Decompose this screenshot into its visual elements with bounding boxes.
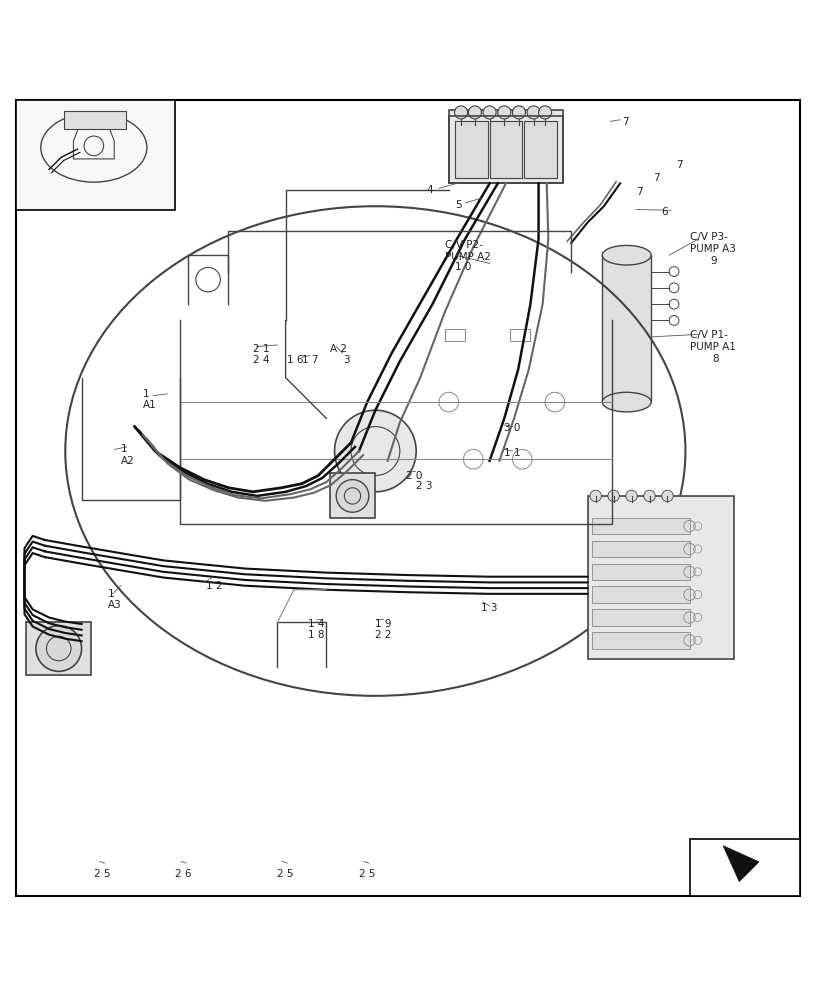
Text: 3 0: 3 0 (504, 423, 521, 433)
Text: 2 5: 2 5 (359, 869, 375, 879)
Bar (16, 100, 175, 210)
Circle shape (36, 626, 82, 671)
Circle shape (483, 106, 496, 119)
Text: 1 7: 1 7 (302, 355, 318, 365)
Bar (592, 632, 690, 649)
Bar (592, 564, 690, 580)
Text: 1 6: 1 6 (287, 355, 304, 365)
Circle shape (512, 106, 526, 119)
Circle shape (498, 106, 511, 119)
Circle shape (539, 106, 552, 119)
Text: 1 8: 1 8 (308, 630, 325, 640)
Text: 2 4: 2 4 (253, 355, 269, 365)
Bar (588, 496, 734, 659)
Bar (330, 473, 375, 518)
Text: C/V P3-
PUMP A3: C/V P3- PUMP A3 (690, 232, 735, 254)
Text: 1 3: 1 3 (481, 603, 498, 613)
Text: 1
A2: 1 A2 (121, 444, 135, 466)
Bar (592, 541, 690, 557)
Text: 8: 8 (712, 354, 719, 364)
Circle shape (662, 490, 673, 502)
Text: 1 2: 1 2 (206, 581, 222, 591)
Ellipse shape (602, 245, 651, 265)
Text: 6: 6 (661, 207, 667, 217)
Text: 2 6: 2 6 (175, 869, 192, 879)
Text: 1 0: 1 0 (455, 262, 472, 272)
Bar (449, 110, 563, 183)
Text: 1 9: 1 9 (375, 619, 392, 629)
Text: 7: 7 (676, 160, 682, 170)
Text: A 2: A 2 (330, 344, 348, 354)
Bar (592, 609, 690, 626)
Text: C/V P1-
PUMP A1: C/V P1- PUMP A1 (690, 330, 735, 352)
Circle shape (468, 106, 481, 119)
Text: C/V P2-
PUMP A2: C/V P2- PUMP A2 (445, 240, 490, 262)
Bar (455, 121, 488, 178)
Text: 3: 3 (343, 355, 349, 365)
Bar (592, 518, 690, 534)
Text: 7: 7 (653, 173, 659, 183)
Ellipse shape (602, 392, 651, 412)
Circle shape (527, 106, 540, 119)
Bar (592, 586, 690, 603)
Text: 2 1: 2 1 (253, 344, 269, 354)
Text: 5: 5 (455, 200, 462, 210)
Bar (490, 121, 522, 178)
Text: 7: 7 (636, 187, 643, 197)
Text: 1
A3: 1 A3 (108, 589, 122, 610)
Text: 2 3: 2 3 (416, 481, 432, 491)
Text: 4: 4 (427, 185, 433, 195)
Bar (445, 329, 465, 341)
Circle shape (336, 480, 369, 512)
Bar (26, 622, 91, 675)
Circle shape (626, 490, 637, 502)
Bar (64, 111, 126, 129)
Text: 2 0: 2 0 (406, 471, 423, 481)
Circle shape (455, 106, 468, 119)
Text: 2 2: 2 2 (375, 630, 392, 640)
Circle shape (590, 490, 601, 502)
Bar (524, 121, 557, 178)
Bar (690, 839, 800, 896)
Text: 1
A1: 1 A1 (143, 389, 157, 410)
Text: 7: 7 (622, 117, 628, 127)
Text: 2 5: 2 5 (277, 869, 294, 879)
Circle shape (608, 490, 619, 502)
Bar (602, 255, 651, 402)
Circle shape (335, 410, 416, 492)
Text: 9: 9 (710, 256, 716, 266)
Text: 1 4: 1 4 (308, 619, 325, 629)
Text: 2 5: 2 5 (94, 869, 110, 879)
Polygon shape (723, 846, 759, 882)
Text: 1 1: 1 1 (504, 448, 521, 458)
Circle shape (644, 490, 655, 502)
Bar (510, 329, 530, 341)
